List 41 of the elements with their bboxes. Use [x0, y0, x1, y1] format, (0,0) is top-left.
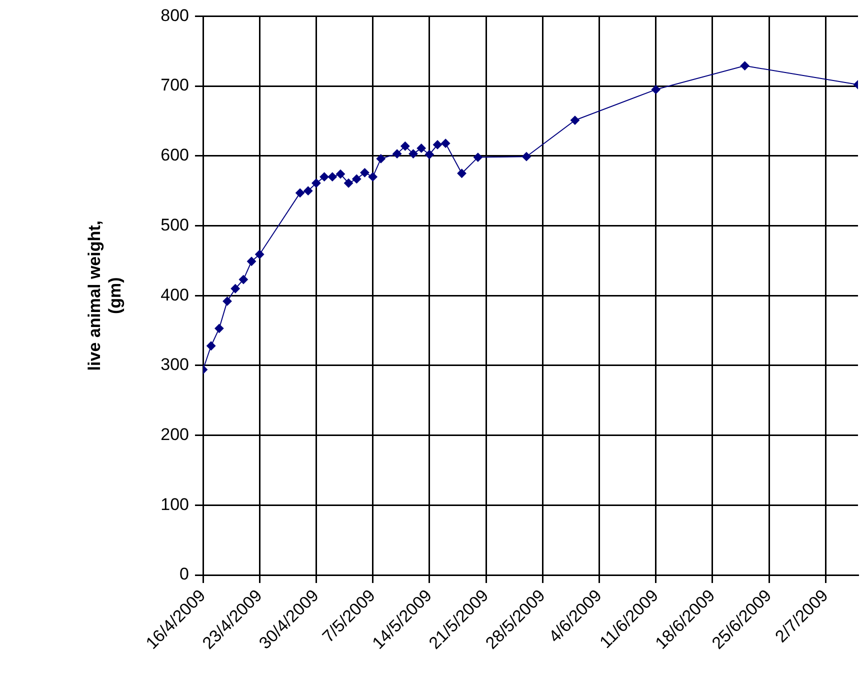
y-tick-label: 200: [160, 424, 189, 444]
y-tick-label: 500: [160, 215, 189, 234]
point: [296, 188, 305, 198]
point: [368, 172, 378, 182]
point: [416, 144, 426, 153]
point: [320, 172, 329, 182]
point: [336, 170, 345, 179]
point: [255, 250, 264, 259]
point: [222, 296, 232, 306]
y-tick-label: 300: [160, 355, 189, 374]
point: [522, 152, 531, 162]
y-tick-label: 700: [160, 76, 189, 95]
point: [360, 168, 370, 178]
y-tick-label: 100: [160, 494, 189, 514]
y-tick-label: 800: [160, 6, 189, 25]
point: [238, 275, 248, 284]
point: [376, 154, 386, 164]
point: [392, 149, 402, 158]
point: [230, 284, 240, 294]
point: [457, 168, 466, 178]
point: [740, 61, 750, 70]
y-tick-label: 600: [160, 146, 189, 165]
point: [570, 116, 580, 125]
point: [328, 172, 337, 182]
point: [441, 138, 450, 148]
point: [304, 186, 313, 196]
point: [408, 149, 418, 158]
point: [400, 142, 410, 151]
y-tick-label: 0: [180, 564, 189, 584]
point: [206, 341, 216, 350]
point: [214, 324, 224, 333]
point: [424, 150, 434, 160]
y-tick-label: 400: [160, 285, 189, 304]
point: [247, 256, 256, 266]
point: [312, 178, 321, 188]
point: [433, 140, 442, 150]
point: [473, 152, 482, 162]
point: [352, 174, 362, 184]
point: [651, 85, 660, 94]
y-axis-title: live animal weight, (gm): [84, 220, 124, 371]
point: [344, 178, 354, 188]
